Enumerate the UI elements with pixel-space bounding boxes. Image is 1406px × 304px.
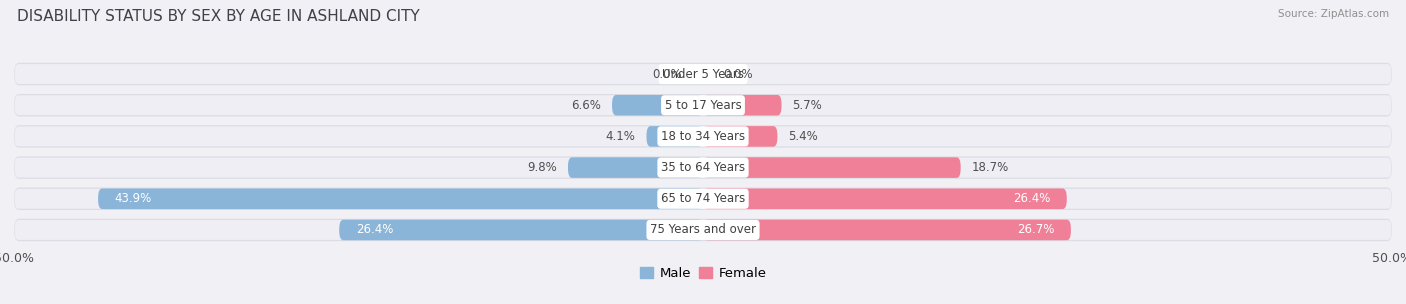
FancyBboxPatch shape bbox=[14, 189, 1392, 209]
Text: 6.6%: 6.6% bbox=[571, 99, 600, 112]
FancyBboxPatch shape bbox=[14, 219, 1392, 241]
FancyBboxPatch shape bbox=[568, 157, 703, 178]
Text: 35 to 64 Years: 35 to 64 Years bbox=[661, 161, 745, 174]
Text: 26.4%: 26.4% bbox=[356, 223, 394, 237]
Text: 4.1%: 4.1% bbox=[606, 130, 636, 143]
FancyBboxPatch shape bbox=[703, 157, 960, 178]
FancyBboxPatch shape bbox=[703, 220, 1071, 240]
Text: 5 to 17 Years: 5 to 17 Years bbox=[665, 99, 741, 112]
FancyBboxPatch shape bbox=[14, 125, 1392, 148]
Text: 9.8%: 9.8% bbox=[527, 161, 557, 174]
Text: DISABILITY STATUS BY SEX BY AGE IN ASHLAND CITY: DISABILITY STATUS BY SEX BY AGE IN ASHLA… bbox=[17, 9, 419, 24]
Text: 0.0%: 0.0% bbox=[652, 67, 682, 81]
Text: Under 5 Years: Under 5 Years bbox=[662, 67, 744, 81]
FancyBboxPatch shape bbox=[14, 94, 1392, 116]
FancyBboxPatch shape bbox=[612, 95, 703, 116]
Text: 18 to 34 Years: 18 to 34 Years bbox=[661, 130, 745, 143]
FancyBboxPatch shape bbox=[703, 95, 782, 116]
Legend: Male, Female: Male, Female bbox=[634, 262, 772, 285]
Text: 0.0%: 0.0% bbox=[724, 67, 754, 81]
FancyBboxPatch shape bbox=[339, 220, 703, 240]
Text: 75 Years and over: 75 Years and over bbox=[650, 223, 756, 237]
Text: 5.4%: 5.4% bbox=[789, 130, 818, 143]
Text: 43.9%: 43.9% bbox=[115, 192, 152, 205]
Text: 65 to 74 Years: 65 to 74 Years bbox=[661, 192, 745, 205]
FancyBboxPatch shape bbox=[703, 188, 1067, 209]
Text: 18.7%: 18.7% bbox=[972, 161, 1010, 174]
FancyBboxPatch shape bbox=[14, 188, 1392, 210]
Text: 26.7%: 26.7% bbox=[1017, 223, 1054, 237]
FancyBboxPatch shape bbox=[98, 188, 703, 209]
FancyBboxPatch shape bbox=[647, 126, 703, 147]
FancyBboxPatch shape bbox=[14, 64, 1392, 84]
FancyBboxPatch shape bbox=[14, 126, 1392, 147]
FancyBboxPatch shape bbox=[14, 220, 1392, 240]
FancyBboxPatch shape bbox=[14, 95, 1392, 115]
Text: 5.7%: 5.7% bbox=[793, 99, 823, 112]
FancyBboxPatch shape bbox=[14, 156, 1392, 179]
FancyBboxPatch shape bbox=[14, 63, 1392, 85]
FancyBboxPatch shape bbox=[703, 126, 778, 147]
Text: Source: ZipAtlas.com: Source: ZipAtlas.com bbox=[1278, 9, 1389, 19]
FancyBboxPatch shape bbox=[14, 157, 1392, 178]
Text: 26.4%: 26.4% bbox=[1012, 192, 1050, 205]
